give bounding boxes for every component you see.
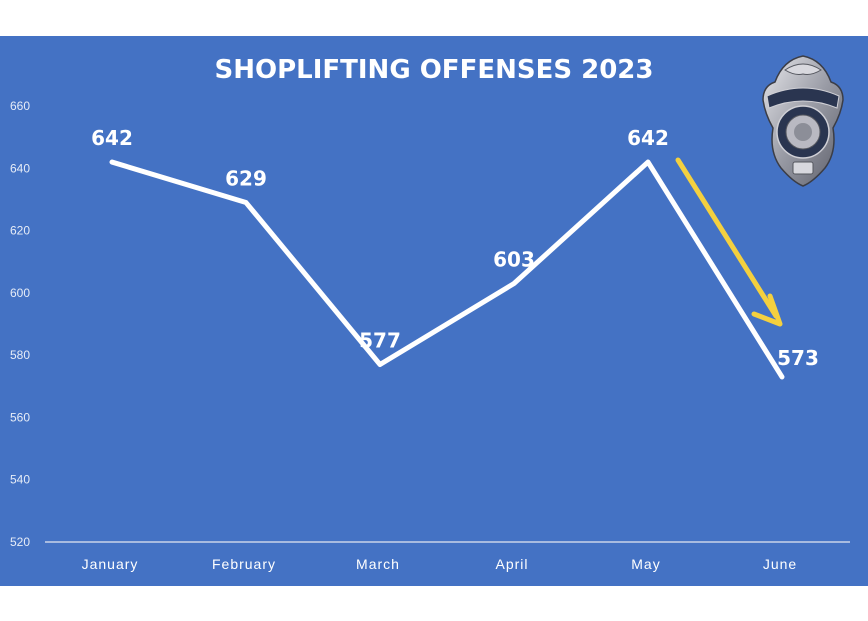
x-tick-label: June	[763, 556, 797, 572]
trend-down-arrow-icon	[675, 157, 783, 327]
chart-title: SHOPLIFTING OFFENSES 2023	[215, 55, 654, 85]
y-tick-label: 640	[10, 161, 30, 175]
x-tick-label: January	[82, 556, 139, 572]
police-badge-icon	[762, 55, 844, 187]
data-labels: 642 629 577 603 642 573	[91, 126, 819, 370]
data-label: 642	[627, 126, 669, 150]
x-tick-label: March	[356, 556, 400, 572]
y-axis: 520 540 560 580 600 620 640 660	[10, 99, 30, 549]
y-tick-label: 540	[10, 473, 30, 487]
y-tick-label: 560	[10, 410, 30, 424]
chart: SHOPLIFTING OFFENSES 2023 520 540 560 580 60…	[10, 55, 850, 572]
data-label: 573	[777, 346, 819, 370]
drop-lines	[111, 162, 783, 532]
data-label: 629	[225, 167, 267, 191]
y-tick-label: 520	[10, 535, 30, 549]
x-axis-labels: January February March April May June	[82, 556, 797, 572]
data-label: 603	[493, 248, 535, 272]
data-label: 577	[359, 328, 401, 352]
data-label: 642	[91, 126, 133, 150]
y-tick-label: 600	[10, 286, 30, 300]
y-tick-label: 620	[10, 224, 30, 238]
series-line	[109, 159, 785, 380]
chart-panel: SHOPLIFTING OFFENSES 2023 520 540 560 580 60…	[0, 36, 868, 586]
x-tick-label: May	[631, 556, 660, 572]
y-tick-label: 660	[10, 99, 30, 113]
x-tick-label: February	[212, 556, 276, 572]
x-tick-label: April	[495, 556, 528, 572]
y-tick-label: 580	[10, 348, 30, 362]
